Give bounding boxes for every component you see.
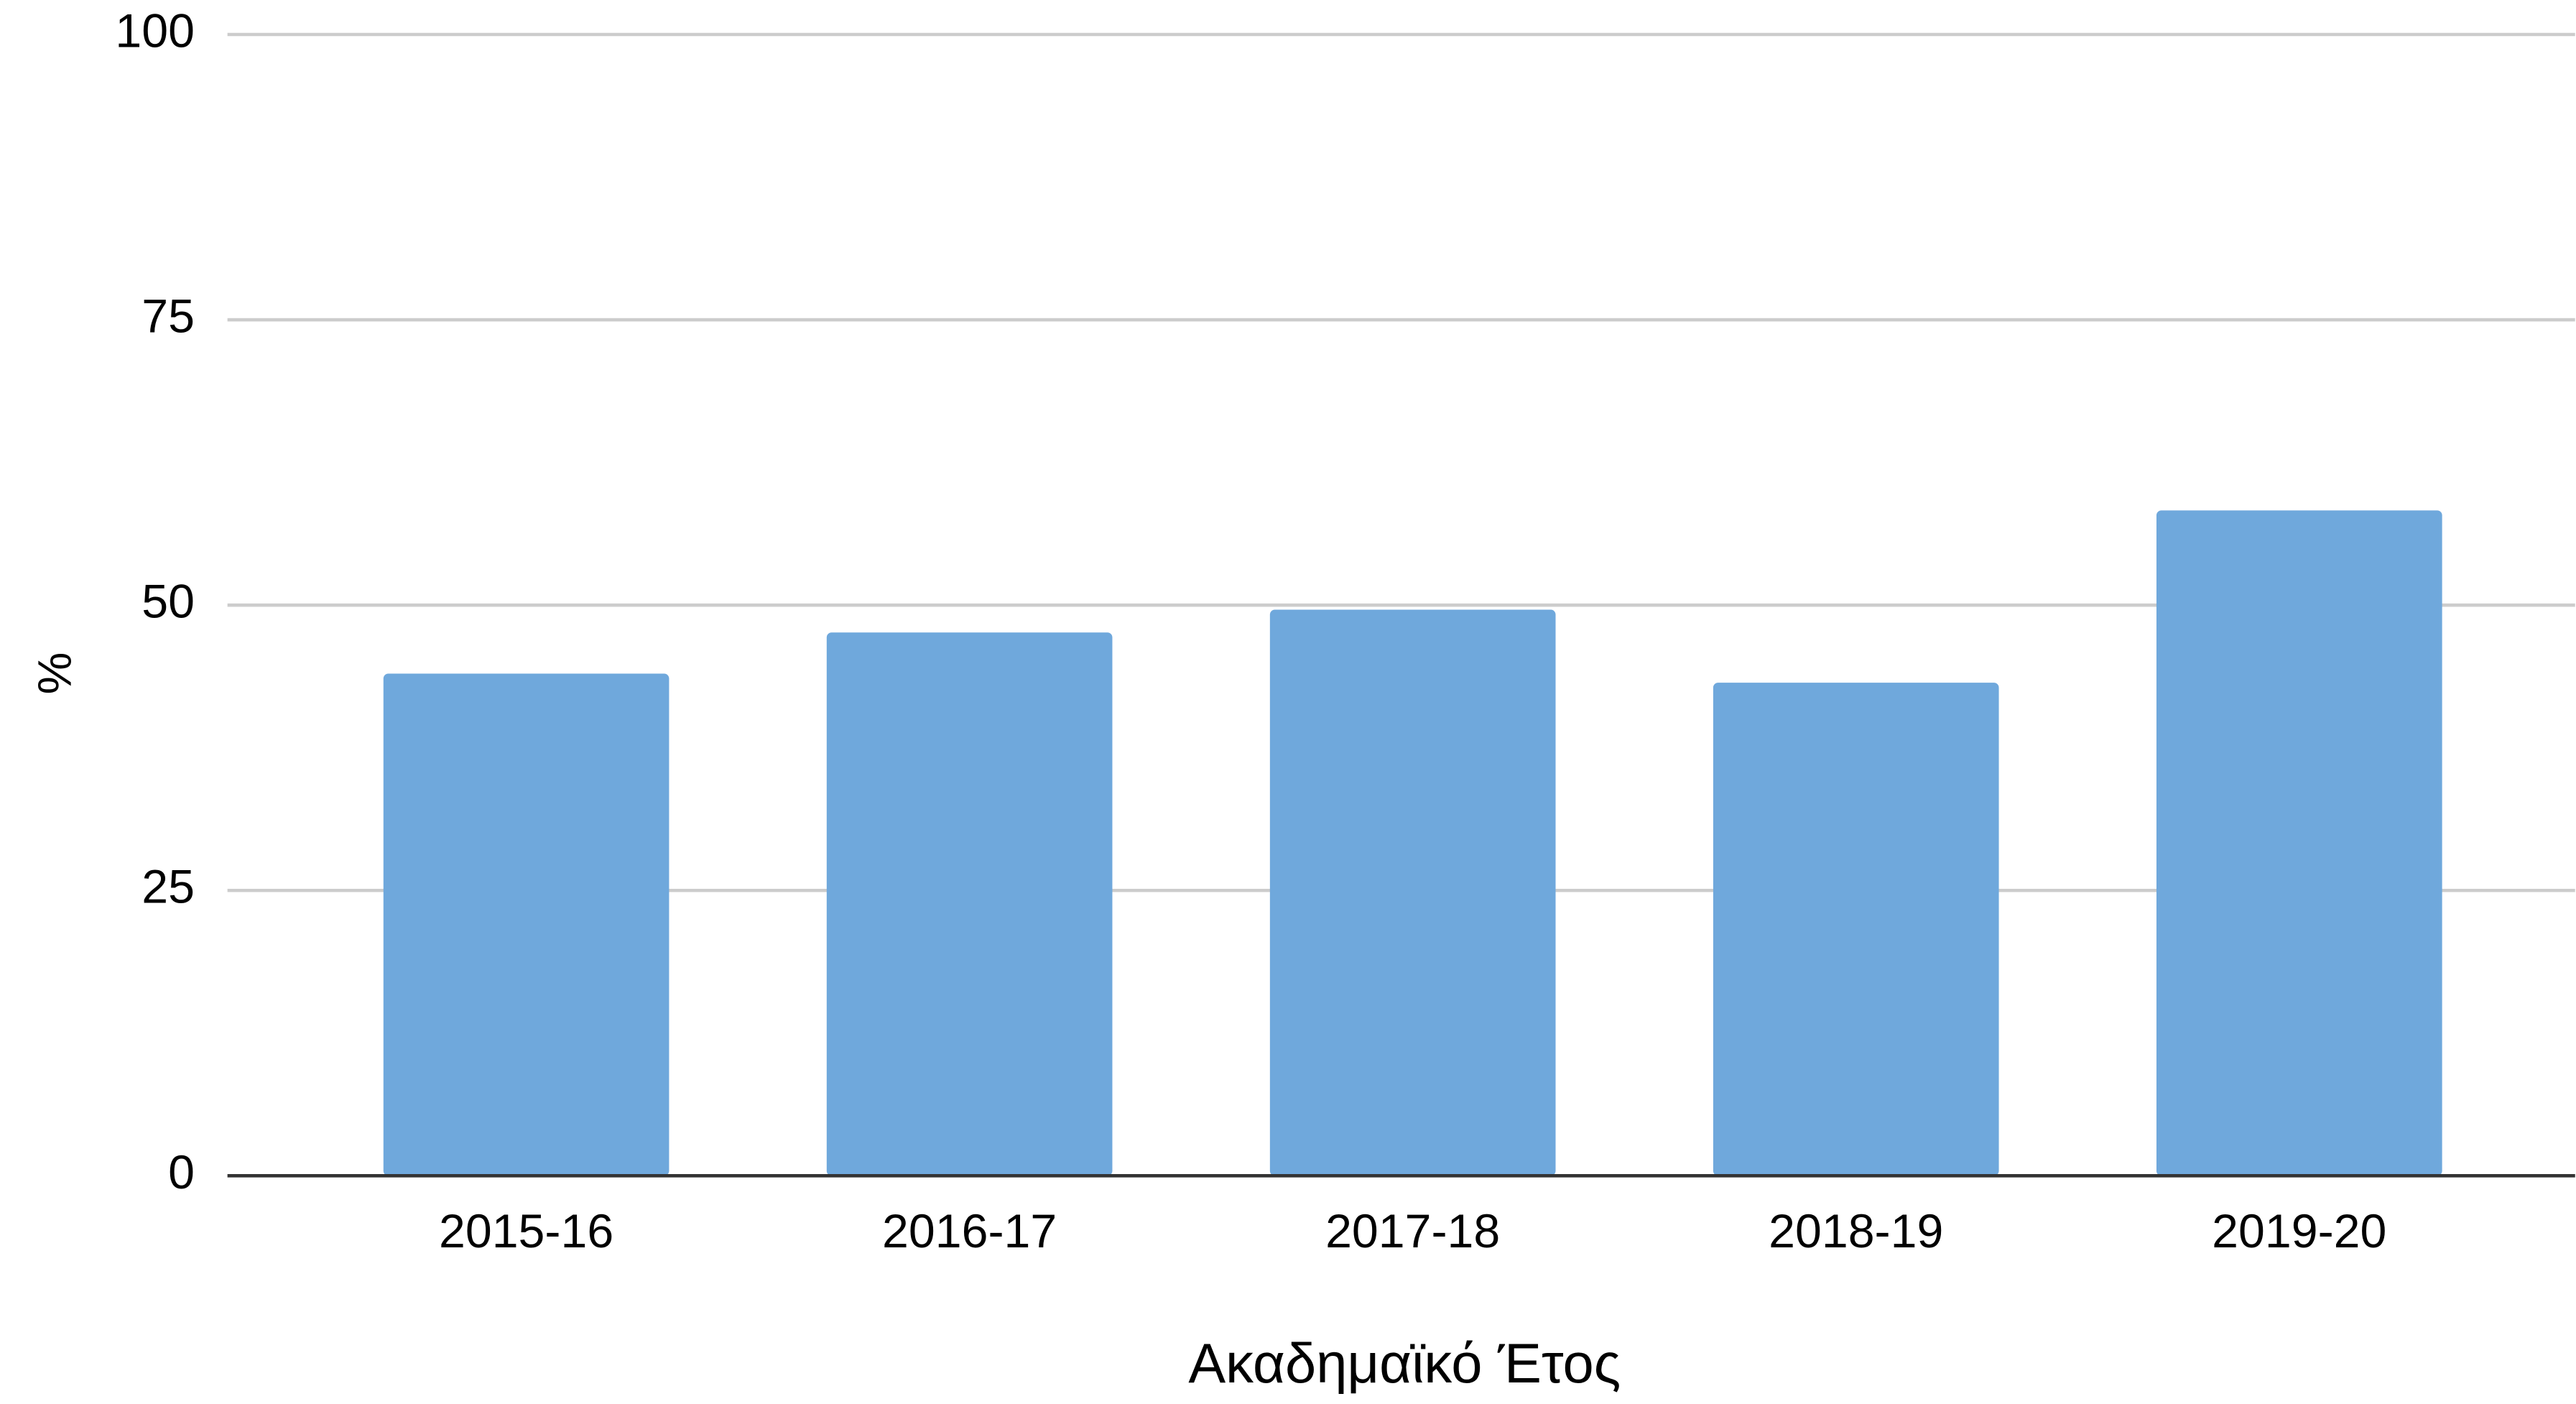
x-tick-label: 2019-20 bbox=[2212, 1205, 2386, 1258]
y-tick-label: 25 bbox=[142, 861, 195, 914]
bar bbox=[2156, 510, 2442, 1176]
x-tick-label: 2016-17 bbox=[882, 1205, 1057, 1258]
x-tick-label: 2015-16 bbox=[439, 1205, 613, 1258]
bar bbox=[1269, 609, 1556, 1176]
y-tick-label: 100 bbox=[115, 4, 195, 57]
bar bbox=[1713, 683, 1999, 1176]
y-tick-label: 75 bbox=[142, 290, 195, 343]
x-axis-label: Ακαδημαϊκό Έτος bbox=[1188, 1333, 1621, 1395]
x-tick-label: 2018-19 bbox=[1769, 1205, 1943, 1258]
bar bbox=[383, 673, 670, 1176]
y-axis-label: % bbox=[29, 652, 82, 695]
y-tick-label: 50 bbox=[142, 576, 195, 629]
y-tick-label: 0 bbox=[168, 1146, 195, 1199]
bar bbox=[826, 632, 1113, 1176]
x-tick-label: 2017-18 bbox=[1325, 1205, 1500, 1258]
